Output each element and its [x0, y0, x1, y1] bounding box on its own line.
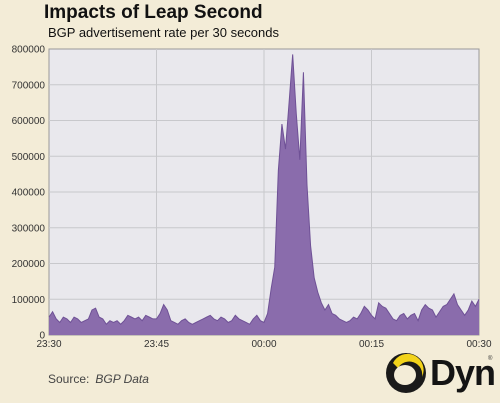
series-line — [48, 54, 480, 326]
y-tick-label: 100000 — [12, 295, 46, 306]
y-tick-label: 800000 — [12, 45, 46, 56]
x-tick-label: 00:00 — [251, 339, 276, 350]
trademark-mark: ® — [488, 356, 493, 362]
y-tick-label: 700000 — [12, 80, 46, 91]
x-tick-label: 23:30 — [36, 339, 61, 350]
y-axis-ticks: 0 100000 200000 300000 400000 500000 600000 700… — [12, 45, 46, 342]
series-area-layer — [48, 54, 480, 336]
x-tick-label: 23:45 — [144, 339, 169, 350]
dyn-logo: Dyn ® — [384, 350, 496, 400]
y-tick-label: 0 — [39, 331, 45, 342]
chart-subtitle: BGP advertisement rate per 30 seconds — [48, 25, 279, 40]
chart-title: Impacts of Leap Second — [44, 2, 263, 23]
source-label: Source: — [48, 372, 90, 386]
source-value: BGP Data — [95, 372, 149, 386]
y-tick-label: 200000 — [12, 259, 46, 270]
x-tick-label: 00:30 — [466, 339, 491, 350]
y-tick-label: 600000 — [12, 116, 46, 127]
x-tick-label: 00:15 — [359, 339, 384, 350]
y-tick-label: 400000 — [12, 188, 46, 199]
dyn-logo-mark-icon — [386, 353, 426, 393]
x-axis-ticks: 23:30 23:45 00:00 00:15 00:30 — [36, 339, 491, 350]
y-tick-label: 300000 — [12, 223, 46, 234]
y-tick-label: 500000 — [12, 152, 46, 163]
dyn-logo-text: Dyn — [430, 352, 496, 393]
source-line: Source: BGP Data — [48, 372, 149, 386]
grid-lines — [49, 49, 479, 335]
